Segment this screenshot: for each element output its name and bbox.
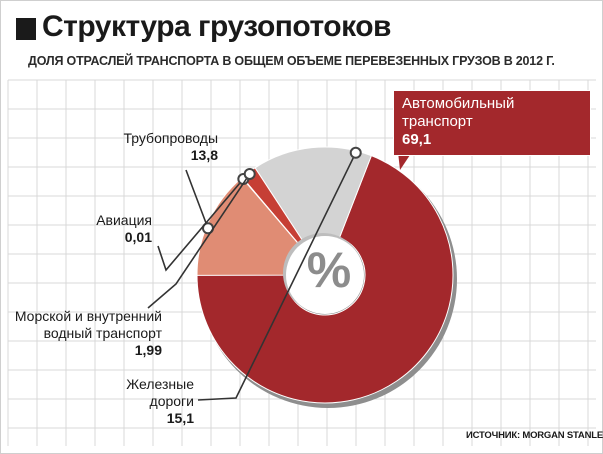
slice-label-auto-line2: транспорт bbox=[402, 113, 473, 130]
title-bullet bbox=[16, 18, 36, 40]
source-note: ИСТОЧНИК: MORGAN STANLEY bbox=[466, 430, 603, 441]
leader-line-pipelines bbox=[185, 169, 209, 229]
slice-label-water-line2: водный транспорт bbox=[43, 325, 162, 341]
slice-value-rail: 15,1 bbox=[166, 410, 194, 426]
chart-title: Структура грузопотоков bbox=[42, 10, 391, 43]
slice-label-aviation: Авиация bbox=[96, 212, 152, 228]
percent-symbol: % bbox=[306, 242, 352, 298]
marker-water bbox=[243, 167, 256, 180]
marker-rail bbox=[349, 146, 362, 159]
callout-auto: Автомобильный транспорт 69,1 bbox=[393, 90, 591, 156]
slice-label-water-line1: Морской и внутренний bbox=[14, 308, 162, 324]
slice-label-pipelines: Трубопроводы bbox=[123, 130, 219, 146]
slice-value-water: 1,99 bbox=[134, 342, 162, 358]
slice-label-auto-line1: Автомобильный bbox=[402, 95, 515, 112]
slice-auto bbox=[196, 155, 454, 404]
leader-line-aviation bbox=[157, 178, 244, 272]
leader-line-water bbox=[147, 173, 251, 309]
slice-label-rail-line1: Железные bbox=[126, 376, 194, 392]
label-pipelines: Трубопроводы 13,8 bbox=[96, 130, 219, 164]
label-aviation: Авиация 0,01 bbox=[70, 212, 152, 246]
leader-line-rail bbox=[197, 152, 357, 401]
slice-value-pipelines: 13,8 bbox=[190, 147, 218, 163]
slice-label-rail-line2: дороги bbox=[149, 393, 194, 409]
label-water: Морской и внутренний водный транспорт 1,… bbox=[12, 308, 162, 359]
chart-subtitle: ДОЛЯ ОТРАСЛЕЙ ТРАНСПОРТА В ОБЩЕМ ОБЪЕМЕ … bbox=[28, 54, 555, 68]
label-rail: Железные дороги 15,1 bbox=[112, 376, 194, 427]
slice-value-aviation: 0,01 bbox=[124, 229, 152, 245]
slice-value-auto: 69,1 bbox=[402, 131, 432, 148]
leader-lines bbox=[147, 146, 412, 401]
callout-pointer bbox=[398, 152, 412, 170]
